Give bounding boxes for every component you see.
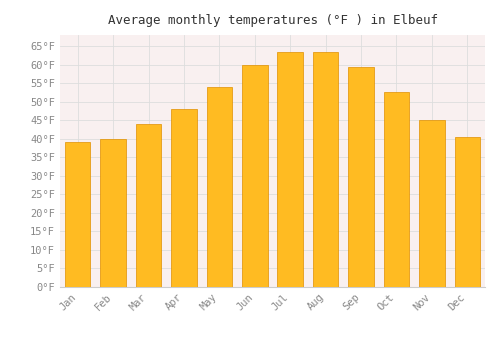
Bar <box>136 124 162 287</box>
Bar <box>206 87 232 287</box>
Bar <box>171 109 196 287</box>
Bar <box>278 52 303 287</box>
Bar <box>100 139 126 287</box>
Bar <box>454 137 480 287</box>
Bar <box>384 92 409 287</box>
Bar <box>348 66 374 287</box>
Bar <box>242 65 268 287</box>
Title: Average monthly temperatures (°F ) in Elbeuf: Average monthly temperatures (°F ) in El… <box>108 14 438 27</box>
Bar <box>419 120 444 287</box>
Bar <box>65 142 90 287</box>
Bar <box>313 52 338 287</box>
